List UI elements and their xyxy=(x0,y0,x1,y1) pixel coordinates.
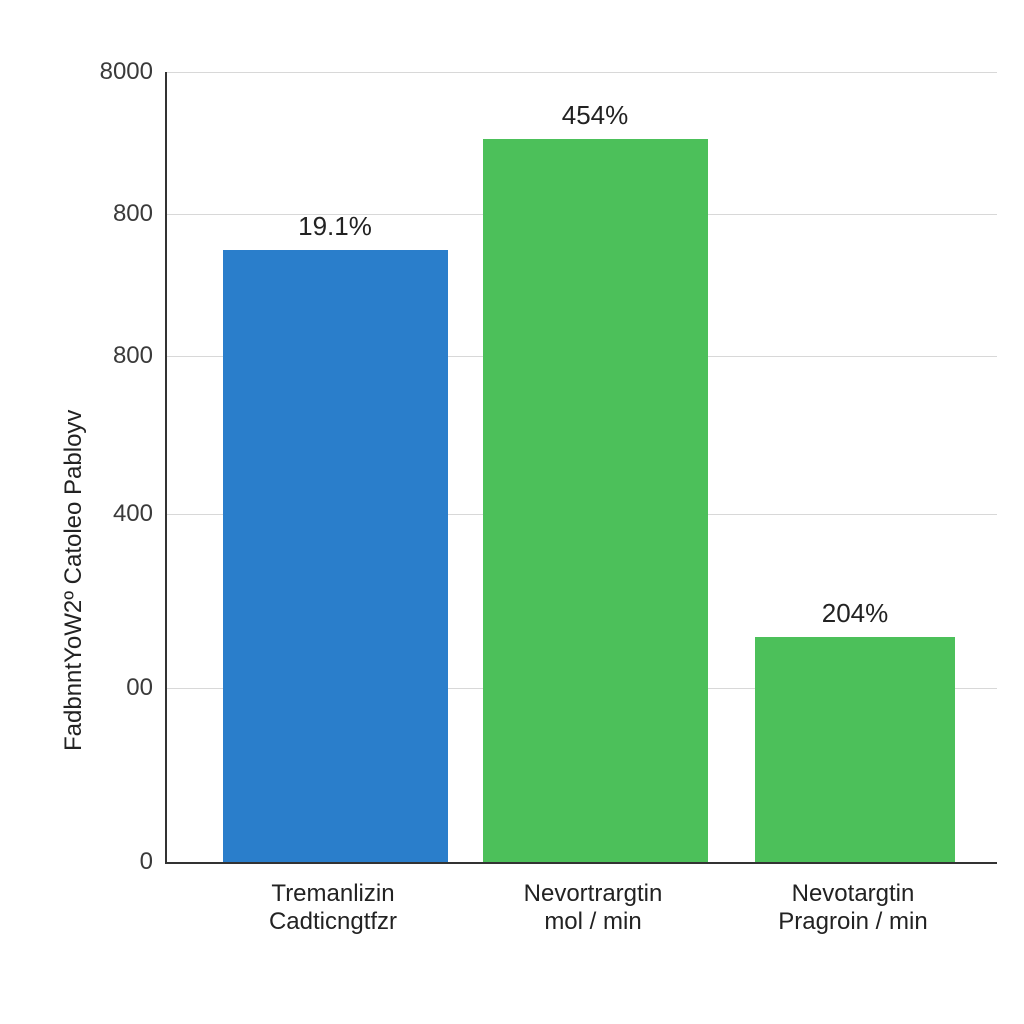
x-tick-line1: Nevortrargtin xyxy=(443,880,743,908)
bar: 204% xyxy=(755,637,955,862)
bar: 454% xyxy=(483,139,708,862)
x-tick-line2: Cadticngtfzr xyxy=(183,908,483,936)
bar-value-label: 204% xyxy=(755,598,955,629)
bar-value-label: 19.1% xyxy=(223,211,448,242)
y-tick-label: 400 xyxy=(113,500,167,528)
bar: 19.1% xyxy=(223,250,448,862)
plot-area: 000400800800800019.1%454%204% xyxy=(165,72,997,864)
x-tick-line1: Nevotargtin xyxy=(703,880,1003,908)
y-axis-label: FadbnntYoW2º Catoleo Pabloyv xyxy=(60,410,88,751)
x-tick-label: NevotargtinPragroin / min xyxy=(703,880,1003,936)
x-tick-line2: Pragroin / min xyxy=(703,908,1003,936)
x-tick-line2: mol / min xyxy=(443,908,743,936)
x-tick-line1: Tremanlizin xyxy=(183,880,483,908)
x-tick-label: TremanlizinCadticngtfzr xyxy=(183,880,483,936)
y-tick-label: 0 xyxy=(140,848,167,876)
y-tick-label: 00 xyxy=(126,674,167,702)
bar-value-label: 454% xyxy=(483,100,708,131)
x-tick-label: Nevortrargtinmol / min xyxy=(443,880,743,936)
bar-chart: 000400800800800019.1%454%204% FadbnntYoW… xyxy=(0,0,1024,1024)
y-tick-label: 800 xyxy=(113,200,167,228)
y-tick-label: 800 xyxy=(113,342,167,370)
y-tick-label: 8000 xyxy=(100,58,167,86)
gridline xyxy=(167,72,997,73)
